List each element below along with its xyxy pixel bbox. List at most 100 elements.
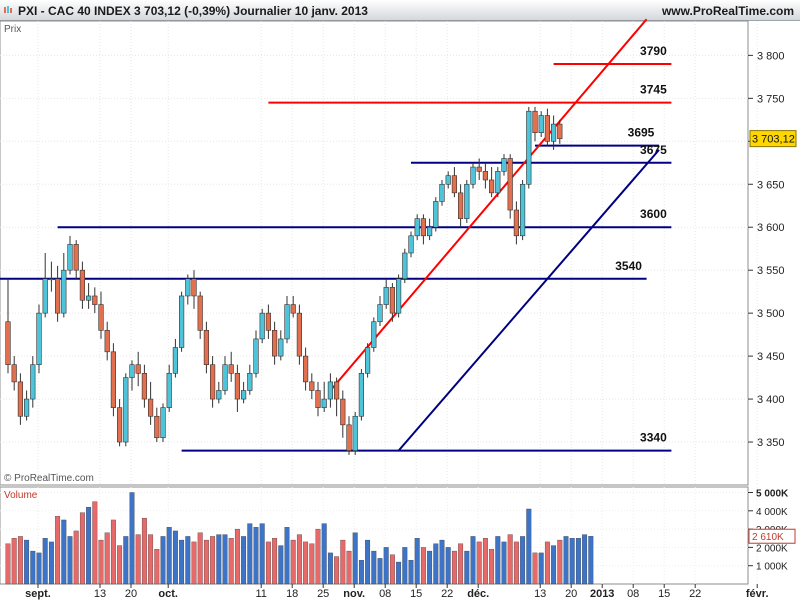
candle-body — [36, 312, 42, 366]
price-tick-label: 3 650 — [757, 179, 785, 191]
candle-body — [61, 269, 67, 314]
volume-bar — [30, 550, 36, 585]
volume-bar — [470, 536, 476, 585]
candle-body — [327, 381, 334, 400]
price-tick-label: 3 550 — [757, 265, 785, 277]
date-tick-label: 15 — [658, 588, 670, 600]
candle-body — [296, 312, 303, 357]
date-tick-label: 13 — [94, 588, 106, 600]
volume-bar — [427, 550, 433, 585]
volume-bar — [11, 538, 17, 585]
volume-bar — [334, 556, 340, 585]
candle-body — [383, 287, 389, 305]
candle-body — [352, 415, 358, 451]
candle-body — [222, 364, 228, 391]
volume-bar — [197, 532, 203, 585]
level-label-3600: 3600 — [640, 207, 667, 221]
level-label-3540: 3540 — [615, 259, 642, 273]
volume-bar — [129, 492, 135, 585]
volume-bar — [520, 536, 526, 585]
candle-body — [129, 364, 135, 378]
candle-body — [557, 123, 563, 140]
candle-body — [433, 201, 439, 228]
volume-bar — [24, 539, 30, 585]
candle-body — [315, 390, 321, 408]
last-price-label: 3 703,12 — [752, 134, 795, 146]
volume-bars — [5, 492, 594, 585]
volume-tick-label: 4 000K — [756, 507, 788, 518]
candle-body — [321, 398, 327, 408]
candle-body — [86, 295, 92, 301]
volume-tick-label: 1 000K — [756, 562, 788, 573]
level-label-3790: 3790 — [640, 44, 667, 58]
volume-bar — [55, 516, 61, 585]
date-tick-label: oct. — [158, 588, 178, 600]
volume-bar — [160, 536, 166, 585]
candle-body — [253, 338, 259, 374]
candle-body — [470, 166, 476, 185]
volume-bar — [141, 517, 147, 585]
candle-body — [451, 175, 458, 194]
candle-body — [166, 372, 172, 408]
volume-bar — [247, 523, 253, 585]
date-axis[interactable]: sept. 13 20 oct. 11 18 25 nov. 08 15 22 déc. 13 20 201… — [25, 584, 769, 600]
date-tick-label: nov. — [343, 588, 365, 600]
candle-body — [302, 355, 309, 383]
volume-bar — [284, 527, 290, 585]
candle-body — [414, 218, 420, 237]
candle-body — [501, 158, 507, 172]
price-tick-label: 3 500 — [757, 308, 785, 320]
date-tick-label: 22 — [441, 588, 453, 600]
last-price-badge — [749, 130, 797, 148]
candle-body — [98, 304, 104, 331]
chart-header: PXI - CAC 40 INDEX 3 703,12 (-0,39%) Jou… — [0, 0, 800, 21]
volume-bar — [166, 527, 172, 585]
candle-body — [538, 115, 544, 134]
candle-body — [185, 278, 191, 297]
candle-body — [23, 398, 30, 417]
volume-bar — [241, 536, 247, 585]
candle-body — [191, 278, 197, 297]
date-tick-label: 2013 — [590, 588, 614, 600]
volume-bar — [445, 547, 451, 585]
candle-body — [203, 330, 210, 366]
volume-bar — [104, 532, 110, 585]
date-tick-label: 22 — [689, 588, 701, 600]
candle-body — [333, 381, 340, 400]
candle-body — [457, 192, 464, 219]
volume-bar — [358, 560, 364, 585]
candle-body — [402, 252, 408, 280]
volume-bar — [464, 550, 470, 585]
site-link[interactable]: www.ProRealTime.com — [661, 4, 794, 18]
date-tick-label: 20 — [125, 588, 137, 600]
date-tick-label: 13 — [534, 588, 546, 600]
chart-type-icon[interactable] — [3, 5, 13, 15]
candle-body — [141, 372, 148, 400]
volume-bar — [42, 538, 48, 585]
volume-bar — [327, 552, 333, 585]
volume-bar — [79, 512, 85, 585]
candle-body — [271, 330, 278, 357]
trend-lines — [329, 18, 660, 452]
volume-bar — [458, 543, 464, 585]
volume-bar — [290, 539, 296, 585]
date-tick-label: 15 — [410, 588, 422, 600]
volume-bar — [135, 534, 141, 585]
last-volume-badge — [748, 528, 796, 544]
candle-body — [309, 381, 315, 391]
copyright-label: © ProRealTime.com — [4, 473, 94, 484]
candle-body — [48, 278, 54, 281]
date-tick-label: sept. — [25, 588, 51, 600]
volume-bar — [408, 560, 414, 585]
date-tick-label: 11 — [255, 588, 266, 600]
volume-bar — [265, 541, 271, 585]
volume-bar — [222, 534, 228, 585]
volume-bar — [203, 539, 209, 585]
volume-bar — [551, 545, 557, 585]
candle-body — [42, 278, 48, 314]
candle-body — [395, 278, 402, 314]
price-tick-label: 3 350 — [757, 437, 785, 449]
candle-body — [197, 295, 203, 331]
